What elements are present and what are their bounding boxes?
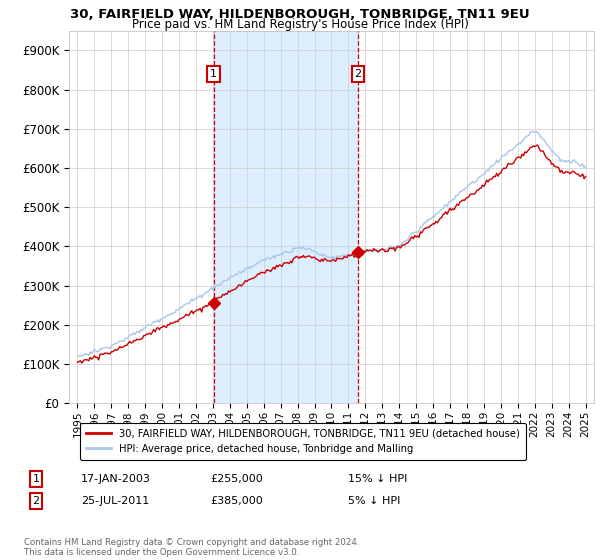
Text: Price paid vs. HM Land Registry's House Price Index (HPI): Price paid vs. HM Land Registry's House … [131,18,469,31]
Text: 5% ↓ HPI: 5% ↓ HPI [348,496,400,506]
Text: 2: 2 [355,69,361,79]
Text: 2: 2 [32,496,40,506]
Text: 15% ↓ HPI: 15% ↓ HPI [348,474,407,484]
Text: £255,000: £255,000 [210,474,263,484]
Text: 17-JAN-2003: 17-JAN-2003 [81,474,151,484]
Text: 1: 1 [32,474,40,484]
Bar [214,31,358,403]
Legend: 30, FAIRFIELD WAY, HILDENBOROUGH, TONBRIDGE, TN11 9EU (detached house), HPI: Ave: 30, FAIRFIELD WAY, HILDENBOROUGH, TONBRI… [80,422,526,460]
Text: 1: 1 [210,69,217,79]
Text: 30, FAIRFIELD WAY, HILDENBOROUGH, TONBRIDGE, TN11 9EU: 30, FAIRFIELD WAY, HILDENBOROUGH, TONBRI… [70,8,530,21]
Text: 25-JUL-2011: 25-JUL-2011 [81,496,149,506]
Text: Contains HM Land Registry data © Crown copyright and database right 2024.
This d: Contains HM Land Registry data © Crown c… [24,538,359,557]
Text: £385,000: £385,000 [210,496,263,506]
